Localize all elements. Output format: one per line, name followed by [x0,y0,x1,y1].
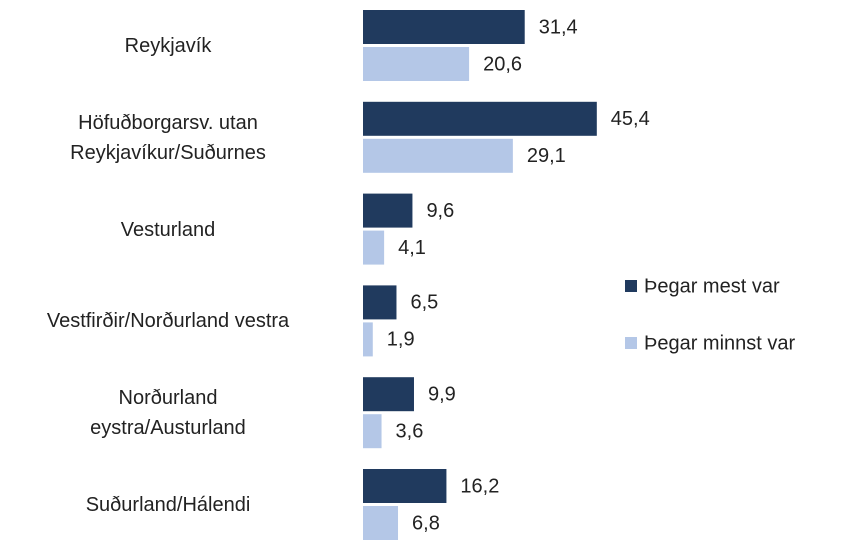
value-label: 1,9 [387,329,415,351]
bar [363,506,399,540]
value-label: 31,4 [539,16,578,38]
category-label: Norðurland eystra/Austurland [90,387,246,440]
legend-label: Þegar minnst var [644,332,796,354]
value-label: 9,9 [428,383,456,405]
bar [363,414,382,449]
legend-swatch [625,280,637,292]
bar [363,469,447,503]
bar [363,322,373,357]
bar [363,285,397,320]
value-label: 6,5 [410,292,438,314]
bar [363,377,414,412]
value-label: 20,6 [483,53,522,75]
value-label: 3,6 [396,420,424,442]
bar [363,47,470,81]
bar [363,138,513,173]
value-label: 9,6 [426,200,454,222]
bar [363,10,525,44]
legend-swatch [625,337,637,349]
category-label: Reykjavík [124,35,212,57]
category-label: Vestfirðir/Norðurland vestra [46,310,290,333]
category-label: Suðurland/Hálendi [85,494,251,516]
bar [363,230,385,265]
value-label: 16,2 [460,475,499,497]
category-label: Vesturland [120,218,216,241]
value-label: 29,1 [527,145,566,167]
legend-label: Þegar mest var [644,275,780,297]
value-label: 6,8 [412,512,440,534]
value-label: 45,4 [611,108,650,130]
category-label: Höfuðborgarsv. utan Reykjavíkur/Suðurnes [70,111,266,164]
bar [363,193,413,228]
value-label: 4,1 [398,237,426,259]
bar [363,101,597,136]
